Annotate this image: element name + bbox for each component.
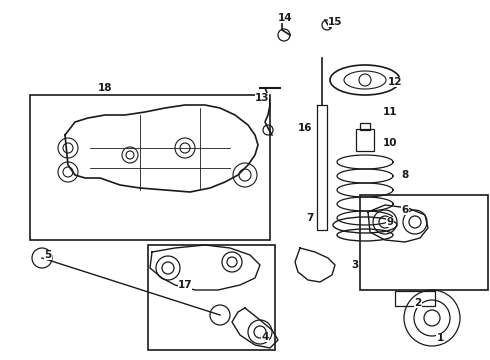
Text: 17: 17 — [178, 280, 192, 290]
Text: 7: 7 — [306, 213, 314, 223]
Text: 3: 3 — [351, 260, 359, 270]
Bar — [360, 195, 488, 290]
Text: 5: 5 — [45, 250, 51, 260]
Text: 14: 14 — [278, 13, 293, 23]
Bar — [30, 95, 270, 240]
Text: 2: 2 — [415, 298, 421, 308]
Bar — [356, 129, 374, 151]
Text: 8: 8 — [401, 170, 409, 180]
Text: 9: 9 — [387, 217, 393, 227]
Text: 15: 15 — [328, 17, 342, 27]
Bar — [395, 291, 435, 306]
Text: 11: 11 — [383, 107, 397, 117]
Bar — [148, 245, 275, 350]
Text: 4: 4 — [261, 332, 269, 342]
Text: 18: 18 — [98, 83, 112, 93]
Text: 10: 10 — [383, 138, 397, 148]
Bar — [360, 123, 370, 130]
Text: 1: 1 — [437, 333, 443, 343]
Text: 12: 12 — [388, 77, 402, 87]
Text: 6: 6 — [401, 205, 409, 215]
Text: 13: 13 — [255, 93, 269, 103]
Text: 16: 16 — [298, 123, 312, 133]
